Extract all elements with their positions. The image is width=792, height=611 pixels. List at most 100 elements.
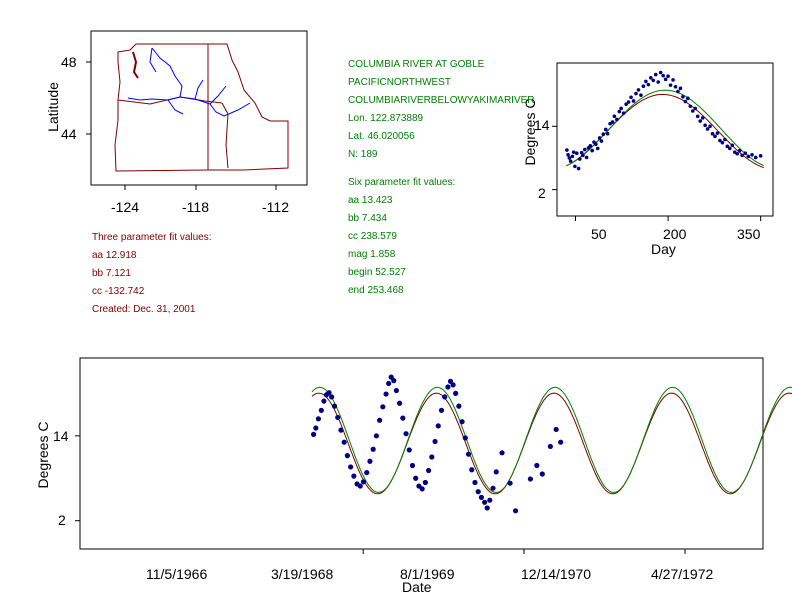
ts-point bbox=[553, 426, 559, 433]
three-param-cc: cc -132.742 bbox=[92, 286, 145, 297]
seasonal-point bbox=[582, 147, 587, 152]
seasonal-point bbox=[603, 127, 608, 132]
ts-point bbox=[315, 416, 322, 422]
seasonal-point bbox=[576, 166, 581, 171]
ts-point bbox=[329, 394, 335, 400]
six-param-block: Six parameter fit values: aa 13.423 bb 7… bbox=[348, 174, 455, 300]
six-param-end: end 253.468 bbox=[348, 285, 404, 296]
seasonal-point bbox=[570, 154, 575, 159]
ts-point bbox=[539, 471, 545, 477]
ts-point bbox=[367, 458, 373, 464]
seasonal-point bbox=[688, 104, 693, 109]
seasonal-point bbox=[728, 146, 732, 151]
six-param-bb: bb 7.434 bbox=[348, 213, 387, 224]
ts-point bbox=[360, 479, 367, 485]
ts-point bbox=[534, 462, 540, 469]
seasonal-point bbox=[658, 70, 663, 75]
ts-point bbox=[403, 431, 409, 437]
ts-point bbox=[462, 435, 468, 441]
seasonal-point bbox=[743, 151, 748, 156]
ts-point bbox=[487, 497, 493, 503]
seasonal-point bbox=[705, 127, 710, 131]
ts-plot-frame bbox=[79, 357, 764, 550]
seasonal-point bbox=[641, 84, 646, 89]
map-xtick-112: -112 bbox=[262, 199, 289, 215]
ts-point bbox=[425, 467, 432, 474]
seasonal-point bbox=[594, 142, 598, 147]
seasonal-point bbox=[619, 106, 623, 111]
ts-xtick-4: 4/27/1972 bbox=[651, 566, 714, 582]
seasonal-plot-frame bbox=[556, 62, 774, 217]
seasonal-point bbox=[693, 106, 698, 111]
three-param-block: Three parameter fit values: aa 12.918 bb… bbox=[92, 229, 212, 319]
seasonal-point bbox=[581, 153, 585, 158]
seasonal-point bbox=[746, 154, 751, 159]
seasonal-point bbox=[624, 102, 628, 106]
seasonal-point bbox=[750, 153, 754, 157]
seasonal-point bbox=[567, 156, 572, 160]
seasonal-point bbox=[708, 124, 712, 129]
seasonal-point bbox=[590, 148, 594, 153]
seasonal-point bbox=[568, 159, 573, 163]
station-block: COLUMBIA RIVER AT GOBLE PACIFICNORTHWEST… bbox=[348, 56, 535, 164]
ts-point bbox=[357, 483, 363, 489]
station-lon: Lon. 122.873889 bbox=[348, 113, 424, 124]
seasonal-point bbox=[595, 146, 600, 151]
seasonal-point bbox=[671, 78, 675, 82]
seasonal-ytick-14-label: 14 bbox=[534, 117, 550, 133]
six-param-heading: Six parameter fit values: bbox=[348, 177, 456, 188]
station-region: PACIFICNORTHWEST bbox=[348, 77, 451, 88]
ts-point bbox=[493, 469, 499, 475]
seasonal-point bbox=[686, 96, 690, 101]
ts-xtick-0: 11/5/1966 bbox=[146, 566, 208, 582]
seasonal-point bbox=[588, 144, 593, 148]
seasonal-point bbox=[663, 77, 668, 82]
ts-point bbox=[413, 475, 419, 481]
ts-ylabel: Degrees C bbox=[35, 421, 51, 489]
seasonal-six-param-curve bbox=[566, 89, 764, 167]
station-name: COLUMBIA RIVER AT GOBLE bbox=[348, 59, 485, 70]
ts-point bbox=[438, 407, 445, 413]
map-ytick-44: 44 bbox=[61, 126, 77, 142]
ts-point bbox=[499, 450, 505, 456]
station-n: N: 189 bbox=[348, 149, 378, 160]
seasonal-point bbox=[753, 155, 758, 160]
seasonal-point bbox=[629, 95, 633, 100]
seasonal-point bbox=[578, 157, 582, 161]
ts-point bbox=[331, 403, 338, 409]
seasonal-point bbox=[649, 75, 653, 80]
seasonal-point bbox=[565, 148, 569, 152]
ts-point bbox=[383, 391, 389, 397]
ts-point bbox=[469, 467, 475, 473]
seasonal-point bbox=[571, 150, 576, 154]
seasonal-xtick-50: 50 bbox=[591, 226, 607, 242]
ts-point bbox=[393, 387, 399, 394]
ts-point bbox=[435, 423, 441, 429]
ts-point bbox=[484, 505, 490, 511]
ts-point bbox=[472, 479, 478, 486]
ts-ytick-2: 2 bbox=[58, 512, 66, 528]
seasonal-point bbox=[720, 140, 725, 145]
seasonal-point bbox=[573, 164, 577, 169]
seasonal-point bbox=[584, 155, 589, 160]
station-lat: Lat. 46.020056 bbox=[348, 131, 415, 142]
ts-point bbox=[338, 427, 344, 433]
ts-point bbox=[386, 380, 392, 387]
seasonal-point bbox=[703, 123, 707, 128]
seasonal-point bbox=[612, 114, 617, 119]
map-rivers bbox=[127, 47, 251, 117]
ts-six-param-curve bbox=[311, 386, 792, 494]
seasonal-point bbox=[758, 154, 763, 158]
seasonal-point bbox=[661, 73, 665, 78]
seasonal-point bbox=[700, 116, 705, 120]
seasonal-point bbox=[695, 114, 700, 119]
ts-point bbox=[370, 446, 376, 452]
ts-point bbox=[318, 407, 324, 413]
ts-point bbox=[396, 400, 403, 406]
ts-point bbox=[344, 453, 351, 459]
ts-point bbox=[456, 403, 462, 409]
seasonal-point bbox=[710, 131, 715, 136]
ts-xtick-2: 8/1/1969 bbox=[400, 566, 455, 582]
ts-point bbox=[351, 473, 357, 479]
seasonal-point bbox=[605, 131, 610, 136]
